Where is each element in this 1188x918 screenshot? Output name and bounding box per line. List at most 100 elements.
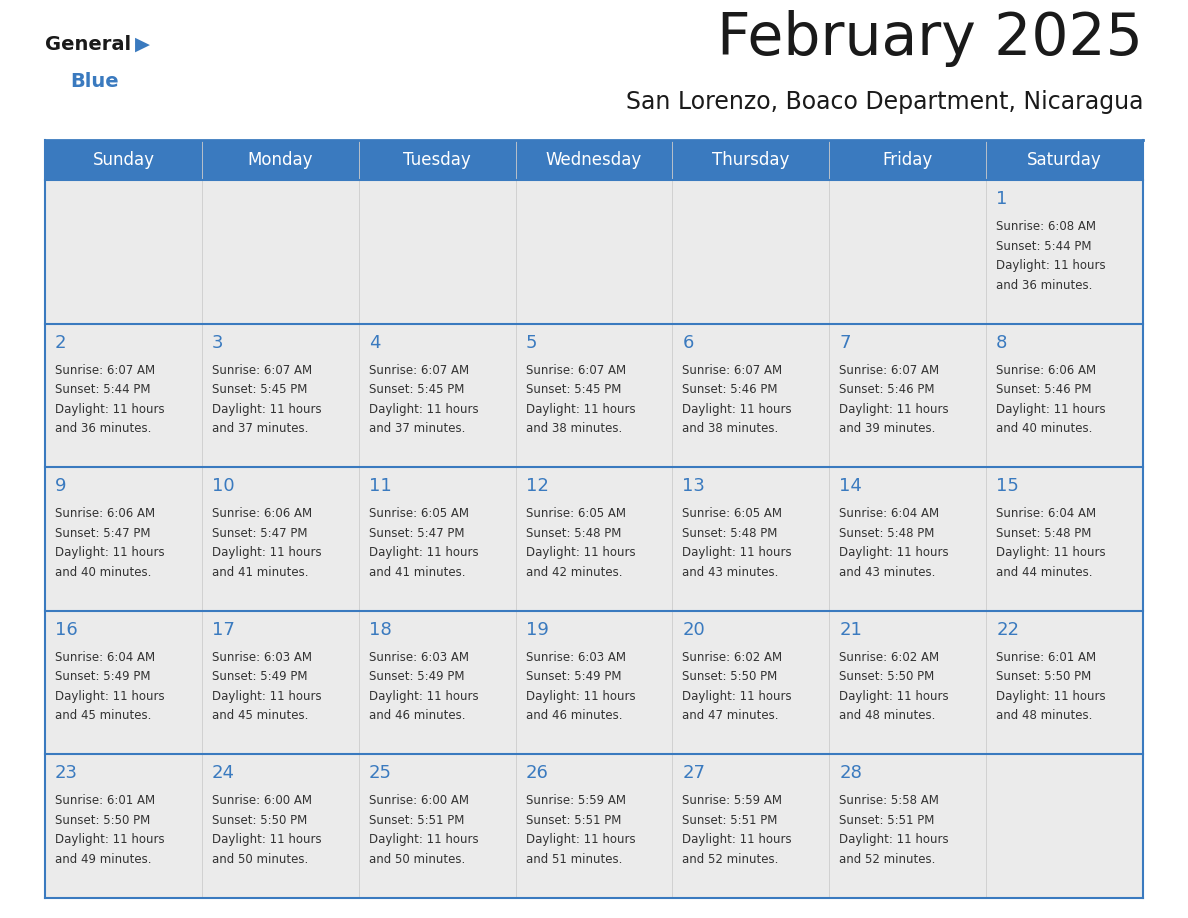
- Text: Sunset: 5:50 PM: Sunset: 5:50 PM: [997, 670, 1092, 683]
- Text: Sunrise: 6:05 AM: Sunrise: 6:05 AM: [525, 508, 626, 521]
- Bar: [202, 180, 359, 324]
- Text: Daylight: 11 hours: Daylight: 11 hours: [682, 546, 792, 559]
- Text: and 40 minutes.: and 40 minutes.: [997, 422, 1093, 435]
- Bar: [829, 180, 986, 324]
- Text: Sunset: 5:47 PM: Sunset: 5:47 PM: [211, 527, 308, 540]
- Text: Sunrise: 6:05 AM: Sunrise: 6:05 AM: [682, 508, 783, 521]
- Text: Sunset: 5:50 PM: Sunset: 5:50 PM: [211, 814, 308, 827]
- Text: Sunset: 5:45 PM: Sunset: 5:45 PM: [525, 383, 621, 396]
- Bar: [202, 140, 359, 180]
- Text: 22: 22: [997, 621, 1019, 639]
- Text: and 41 minutes.: and 41 minutes.: [211, 565, 309, 578]
- Text: Daylight: 11 hours: Daylight: 11 hours: [997, 689, 1106, 703]
- Text: 20: 20: [682, 621, 706, 639]
- Text: Sunset: 5:51 PM: Sunset: 5:51 PM: [682, 814, 778, 827]
- Text: Sunset: 5:49 PM: Sunset: 5:49 PM: [368, 670, 465, 683]
- Text: 27: 27: [682, 765, 706, 782]
- Text: and 50 minutes.: and 50 minutes.: [211, 853, 308, 866]
- Text: and 46 minutes.: and 46 minutes.: [525, 710, 623, 722]
- Text: Wednesday: Wednesday: [545, 151, 643, 169]
- Text: Sunrise: 6:06 AM: Sunrise: 6:06 AM: [55, 508, 156, 521]
- Text: and 39 minutes.: and 39 minutes.: [839, 422, 936, 435]
- Text: Sunset: 5:46 PM: Sunset: 5:46 PM: [682, 383, 778, 396]
- Text: 1: 1: [997, 190, 1007, 208]
- Text: and 46 minutes.: and 46 minutes.: [368, 710, 466, 722]
- Text: February 2025: February 2025: [718, 10, 1143, 67]
- Text: Daylight: 11 hours: Daylight: 11 hours: [211, 546, 322, 559]
- Text: 26: 26: [525, 765, 549, 782]
- Bar: [829, 610, 986, 755]
- Text: Sunset: 5:45 PM: Sunset: 5:45 PM: [211, 383, 308, 396]
- Text: and 48 minutes.: and 48 minutes.: [839, 710, 936, 722]
- Text: Sunset: 5:48 PM: Sunset: 5:48 PM: [997, 527, 1092, 540]
- Text: Daylight: 11 hours: Daylight: 11 hours: [525, 546, 636, 559]
- Text: 25: 25: [368, 765, 392, 782]
- Text: Sunrise: 6:07 AM: Sunrise: 6:07 AM: [682, 364, 783, 376]
- Text: Daylight: 11 hours: Daylight: 11 hours: [839, 546, 949, 559]
- Text: Sunset: 5:48 PM: Sunset: 5:48 PM: [839, 527, 935, 540]
- Text: Blue: Blue: [70, 72, 119, 91]
- Bar: [45, 140, 202, 180]
- Text: Daylight: 11 hours: Daylight: 11 hours: [368, 403, 479, 416]
- Text: Sunrise: 5:59 AM: Sunrise: 5:59 AM: [682, 794, 783, 808]
- Text: Sunrise: 6:03 AM: Sunrise: 6:03 AM: [525, 651, 626, 664]
- Bar: [829, 467, 986, 610]
- Text: Sunrise: 6:07 AM: Sunrise: 6:07 AM: [368, 364, 469, 376]
- Text: Daylight: 11 hours: Daylight: 11 hours: [997, 259, 1106, 272]
- Text: Saturday: Saturday: [1028, 151, 1102, 169]
- Text: Sunset: 5:50 PM: Sunset: 5:50 PM: [682, 670, 778, 683]
- Text: 21: 21: [839, 621, 862, 639]
- Bar: [829, 324, 986, 467]
- Text: 12: 12: [525, 477, 549, 495]
- Text: Daylight: 11 hours: Daylight: 11 hours: [525, 689, 636, 703]
- Text: Sunset: 5:49 PM: Sunset: 5:49 PM: [525, 670, 621, 683]
- Text: 24: 24: [211, 765, 235, 782]
- Bar: [516, 755, 672, 898]
- Text: Sunrise: 6:00 AM: Sunrise: 6:00 AM: [368, 794, 469, 808]
- Text: Sunrise: 6:06 AM: Sunrise: 6:06 AM: [211, 508, 312, 521]
- Bar: [202, 755, 359, 898]
- Bar: [359, 180, 516, 324]
- Text: Sunset: 5:51 PM: Sunset: 5:51 PM: [839, 814, 935, 827]
- Text: Daylight: 11 hours: Daylight: 11 hours: [839, 834, 949, 846]
- Bar: [202, 324, 359, 467]
- Text: Sunrise: 6:01 AM: Sunrise: 6:01 AM: [55, 794, 156, 808]
- Text: 23: 23: [55, 765, 78, 782]
- Bar: [359, 467, 516, 610]
- Text: Daylight: 11 hours: Daylight: 11 hours: [55, 834, 165, 846]
- Bar: [672, 324, 829, 467]
- Text: Sunrise: 6:05 AM: Sunrise: 6:05 AM: [368, 508, 469, 521]
- Text: Daylight: 11 hours: Daylight: 11 hours: [368, 546, 479, 559]
- Text: General: General: [45, 35, 131, 54]
- Text: Daylight: 11 hours: Daylight: 11 hours: [211, 403, 322, 416]
- Text: and 36 minutes.: and 36 minutes.: [997, 278, 1093, 292]
- Text: Sunday: Sunday: [93, 151, 154, 169]
- Text: 28: 28: [839, 765, 862, 782]
- Text: Sunrise: 6:01 AM: Sunrise: 6:01 AM: [997, 651, 1097, 664]
- Bar: [986, 755, 1143, 898]
- Text: and 37 minutes.: and 37 minutes.: [211, 422, 308, 435]
- Text: 15: 15: [997, 477, 1019, 495]
- Text: 16: 16: [55, 621, 77, 639]
- Bar: [202, 467, 359, 610]
- Bar: [986, 140, 1143, 180]
- Text: and 44 minutes.: and 44 minutes.: [997, 565, 1093, 578]
- Text: 3: 3: [211, 333, 223, 352]
- Bar: [45, 755, 202, 898]
- Text: Sunrise: 6:00 AM: Sunrise: 6:00 AM: [211, 794, 312, 808]
- Text: Daylight: 11 hours: Daylight: 11 hours: [839, 689, 949, 703]
- Text: and 45 minutes.: and 45 minutes.: [55, 710, 151, 722]
- Text: 4: 4: [368, 333, 380, 352]
- Text: Sunrise: 6:04 AM: Sunrise: 6:04 AM: [839, 508, 940, 521]
- Text: Daylight: 11 hours: Daylight: 11 hours: [525, 834, 636, 846]
- Bar: [516, 324, 672, 467]
- Text: Sunrise: 6:02 AM: Sunrise: 6:02 AM: [682, 651, 783, 664]
- Text: Daylight: 11 hours: Daylight: 11 hours: [368, 689, 479, 703]
- Bar: [672, 467, 829, 610]
- Text: and 51 minutes.: and 51 minutes.: [525, 853, 623, 866]
- Text: 8: 8: [997, 333, 1007, 352]
- Text: Daylight: 11 hours: Daylight: 11 hours: [682, 834, 792, 846]
- Text: 17: 17: [211, 621, 235, 639]
- Bar: [986, 610, 1143, 755]
- Text: 9: 9: [55, 477, 67, 495]
